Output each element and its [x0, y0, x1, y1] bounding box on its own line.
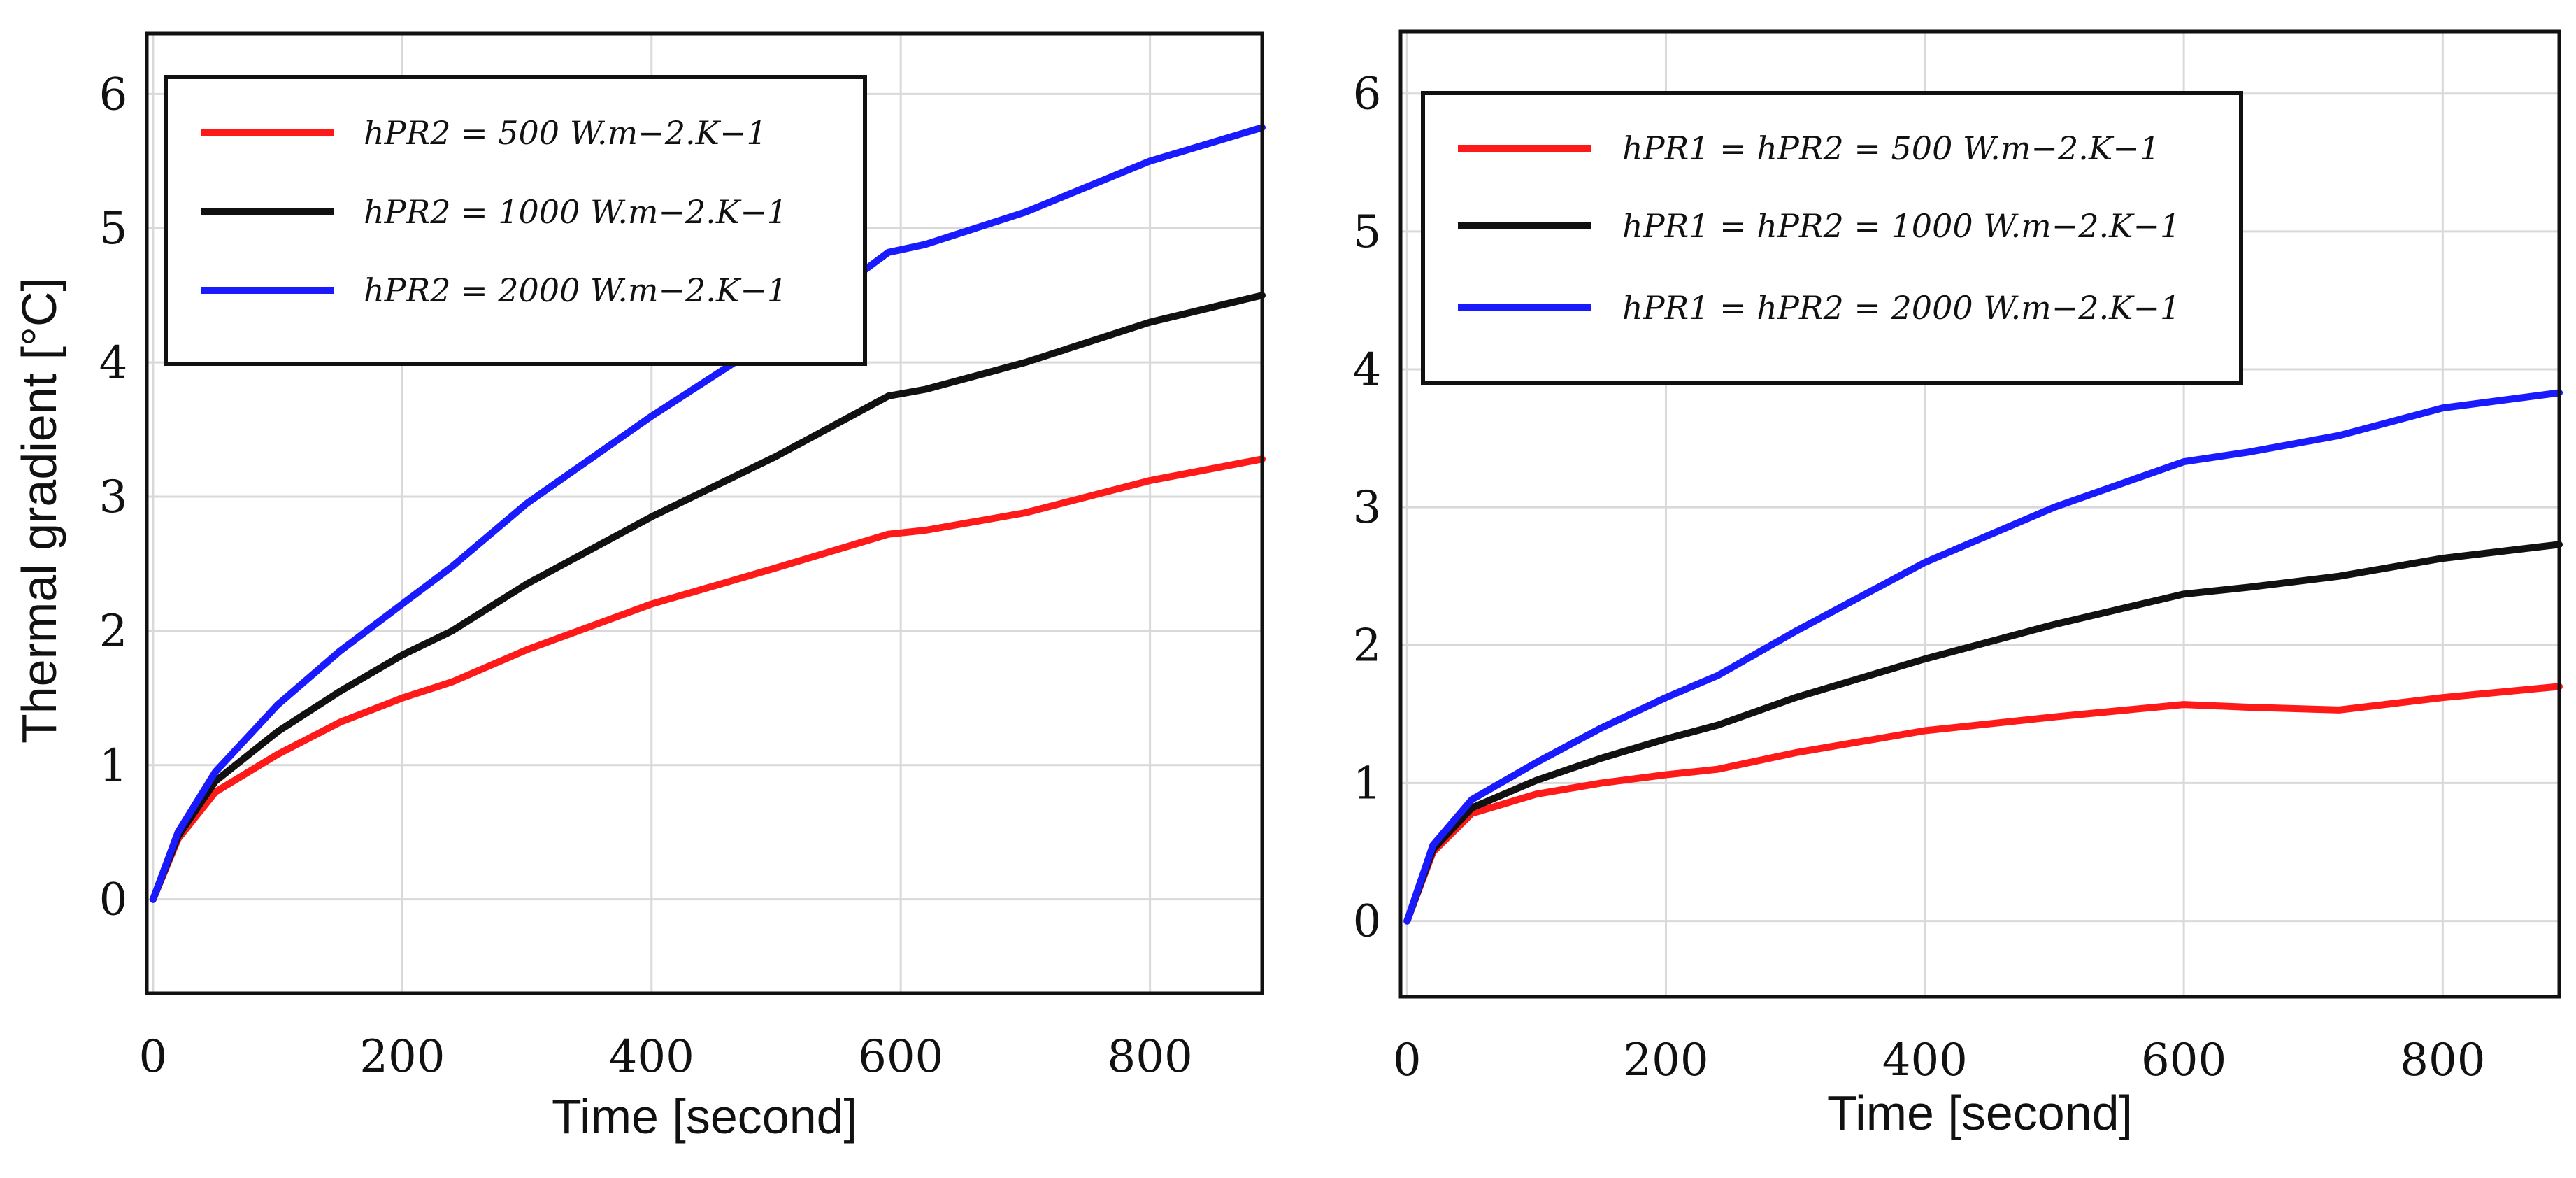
panel-0-series-line-1	[149, 292, 1266, 903]
panel-1-x-tick-label: 800	[2400, 1035, 2485, 1086]
panel-0-series-line-0	[149, 455, 1266, 903]
panel-1-series-line-0	[1403, 683, 2563, 925]
panel-0-series-line-2	[149, 124, 1266, 903]
panel-0-legend: hPR2 = 500 W.m−2.K−1 hPR2 = 1000 W.m−2.K−…	[164, 75, 867, 366]
panel-0-y-axis-title: Thermal gradient [°C]	[12, 278, 66, 744]
left-chart-panel: 0 200 400 600 800 0 1 2 3 4 5 6 Time [second] Thermal…	[12, 31, 1266, 1144]
panel-1-y-tick-label: 4	[1353, 344, 1382, 396]
panel-0-plot-frame	[145, 31, 1264, 995]
panel-1-y-tick-label: 2	[1353, 620, 1382, 672]
panel-1-legend-label-1: hPR1 = hPR2 = 1000 W.m−2.K−1	[1622, 207, 2180, 245]
panel-0-x-tick-label: 600	[858, 1031, 943, 1083]
panel-0-x-tick-label: 400	[609, 1031, 694, 1083]
panel-1-y-tick-label: 1	[1353, 758, 1382, 809]
panel-0-legend-label-0: hPR2 = 500 W.m−2.K−1	[364, 114, 767, 152]
panel-1-x-tick-label: 200	[1623, 1035, 1708, 1086]
panel-1-x-tick-label: 600	[2141, 1035, 2226, 1086]
panel-0-legend-label-2: hPR2 = 2000 W.m−2.K−1	[364, 271, 787, 309]
panel-1-legend-label-0: hPR1 = hPR2 = 500 W.m−2.K−1	[1622, 129, 2160, 167]
panel-0-y-tick-label: 1	[99, 740, 128, 792]
panel-1-x-tick-label: 0	[1393, 1035, 1422, 1086]
panel-1-y-tick-label: 5	[1353, 206, 1382, 258]
panel-0-y-tick-label: 5	[99, 203, 128, 255]
panel-0-legend-label-1: hPR2 = 1000 W.m−2.K−1	[364, 193, 787, 231]
panel-0-y-tick-label: 3	[99, 471, 128, 523]
panel-0-x-axis-title: Time [second]	[552, 1089, 857, 1144]
panel-0-x-tick-label: 200	[359, 1031, 445, 1083]
panel-0-y-tick-label: 2	[99, 606, 128, 658]
panel-1-x-axis-title: Time [second]	[1827, 1086, 2133, 1140]
panel-1-x-tick-label: 400	[1882, 1035, 1968, 1086]
panel-0-x-tick-label: 800	[1108, 1031, 1193, 1083]
panel-1-series-line-2	[1403, 389, 2563, 925]
panel-0-x-tick-label: 0	[139, 1031, 168, 1083]
panel-1-legend: hPR1 = hPR2 = 500 W.m−2.K−1 hPR1 = hPR2 =…	[1421, 91, 2243, 385]
panel-1-y-tick-label: 3	[1353, 482, 1382, 534]
panel-0-legend-box	[164, 75, 867, 366]
panel-1-plot-frame	[1398, 29, 2561, 999]
panel-0-y-tick-label: 0	[99, 874, 128, 926]
panel-1-legend-label-2: hPR1 = hPR2 = 2000 W.m−2.K−1	[1622, 289, 2180, 327]
panel-0-y-tick-label: 6	[99, 69, 128, 120]
panel-1-series-line-1	[1403, 541, 2563, 925]
right-chart-panel: 0 200 400 600 800 0 1 2 3 4 5 6 Time [second] hPR1 = …	[1353, 29, 2563, 1140]
panel-1-y-tick-label: 0	[1353, 896, 1382, 948]
panel-0-y-tick-label: 4	[99, 337, 128, 389]
panel-1-y-tick-label: 6	[1353, 69, 1382, 120]
panel-1-legend-box	[1421, 91, 2243, 385]
